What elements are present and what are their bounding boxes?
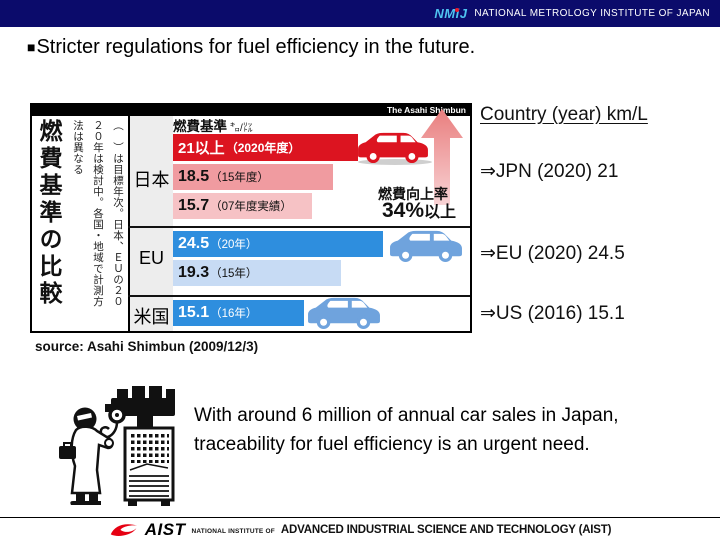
bar-suffix: （2020年度） bbox=[225, 141, 301, 155]
chart-axis-header: 燃費基準 ㌔/㍑ bbox=[173, 115, 253, 135]
clipping-vertical-heading: 燃費基準の比較 bbox=[36, 119, 62, 308]
car-icon-red bbox=[358, 132, 428, 164]
bar-value: 15.7 bbox=[178, 197, 210, 214]
key-figures-header: Country (year) km/L bbox=[480, 104, 648, 125]
improvement-arrow-icon bbox=[421, 109, 463, 205]
title-bullet-icon: ■ bbox=[27, 39, 36, 55]
nmij-logo: NMiJ bbox=[434, 6, 467, 21]
car-shadow bbox=[358, 159, 432, 165]
footer-bar: AIST NATIONAL INSTITUTE OF ADVANCED INDU… bbox=[0, 519, 720, 540]
footer-divider bbox=[0, 517, 720, 518]
aist-logo-icon bbox=[110, 523, 138, 536]
chart-axis-label: 燃費基準 bbox=[173, 119, 227, 134]
slide-title-text: Stricter regulations for fuel efficiency… bbox=[36, 36, 476, 58]
bar-suffix: （15年） bbox=[210, 268, 258, 280]
region-label-us: 米国 bbox=[133, 307, 170, 327]
bar-eu-2015: 19.3 （15年） bbox=[173, 260, 341, 286]
bar-japan-2007: 15.7 （07年度実績） bbox=[173, 193, 312, 219]
bar-value: 18.5 bbox=[178, 168, 210, 185]
section-divider bbox=[128, 226, 470, 228]
aist-full-name: ADVANCED INDUSTRIAL SCIENCE AND TECHNOLO… bbox=[280, 523, 612, 536]
engine-inspection-illustration bbox=[59, 386, 175, 506]
clipping-vertical-divider bbox=[128, 116, 130, 331]
body-text: With around 6 million of annual car sale… bbox=[194, 405, 619, 455]
chart-axis-unit: ㌔/㍑ bbox=[230, 123, 253, 134]
key-figure-eu: ⇒EU (2020) 24.5 bbox=[480, 243, 625, 264]
clipping-vertical-note: （ ）は目標年次。日本、ＥＵの２０２０年は検討中。各国・地域で計測方法は異なる bbox=[72, 120, 124, 307]
aist-prefix: NATIONAL INSTITUTE OF bbox=[191, 527, 275, 535]
improvement-suffix: 以上 bbox=[424, 204, 457, 221]
header-bar: NMiJ NATIONAL METROLOGY INSTITUTE OF JAP… bbox=[0, 0, 720, 27]
bar-suffix: （16年） bbox=[210, 308, 258, 320]
bar-value: 24.5 bbox=[178, 235, 210, 252]
bar-suffix: （15年度） bbox=[210, 172, 269, 184]
aist-logo-text: AIST bbox=[144, 519, 186, 539]
institute-name: NATIONAL METROLOGY INSTITUTE OF JAPAN bbox=[474, 8, 710, 19]
bar-suffix: （20年） bbox=[210, 239, 258, 251]
region-label-column bbox=[130, 116, 173, 331]
car-icon-blue-us bbox=[308, 297, 380, 330]
bar-us-2016: 15.1 （16年） bbox=[173, 300, 304, 326]
nmij-logo-text: NMiJ bbox=[434, 6, 468, 21]
nmij-logo-red-dot-icon bbox=[455, 7, 460, 12]
newspaper-credit: The Asahi Shimbun bbox=[32, 105, 470, 116]
bar-eu-2020: 24.5 （20年） bbox=[173, 231, 383, 257]
bar-japan-2015: 18.5 （15年度） bbox=[173, 164, 333, 190]
bar-value: 21以上 bbox=[178, 140, 225, 157]
region-label-japan: 日本 bbox=[133, 170, 170, 190]
car-icon-blue-eu bbox=[390, 230, 462, 263]
key-figure-us: ⇒US (2016) 15.1 bbox=[480, 303, 625, 324]
bar-value: 15.1 bbox=[178, 304, 210, 321]
bar-japan-2020: 21以上 （2020年度） bbox=[173, 134, 358, 161]
improvement-rate-value: 34%以上 bbox=[382, 198, 456, 223]
bar-value: 19.3 bbox=[178, 264, 210, 281]
improvement-rate-label: 燃費向上率 bbox=[378, 186, 448, 202]
newspaper-clipping: The Asahi Shimbun 燃費基準の比較 （ ）は目標年次。日本、ＥＵ… bbox=[30, 103, 472, 333]
source-caption: source: Asahi Shimbun (2009/12/3) bbox=[35, 339, 259, 354]
improvement-percent: 34% bbox=[382, 199, 425, 222]
region-label-eu: EU bbox=[138, 248, 164, 268]
section-divider bbox=[128, 295, 470, 297]
slide-title: ■Stricter regulations for fuel efficienc… bbox=[27, 36, 475, 59]
bar-suffix: （07年度実績） bbox=[210, 201, 292, 213]
key-figure-jpn: ⇒JPN (2020) 21 bbox=[480, 161, 619, 182]
